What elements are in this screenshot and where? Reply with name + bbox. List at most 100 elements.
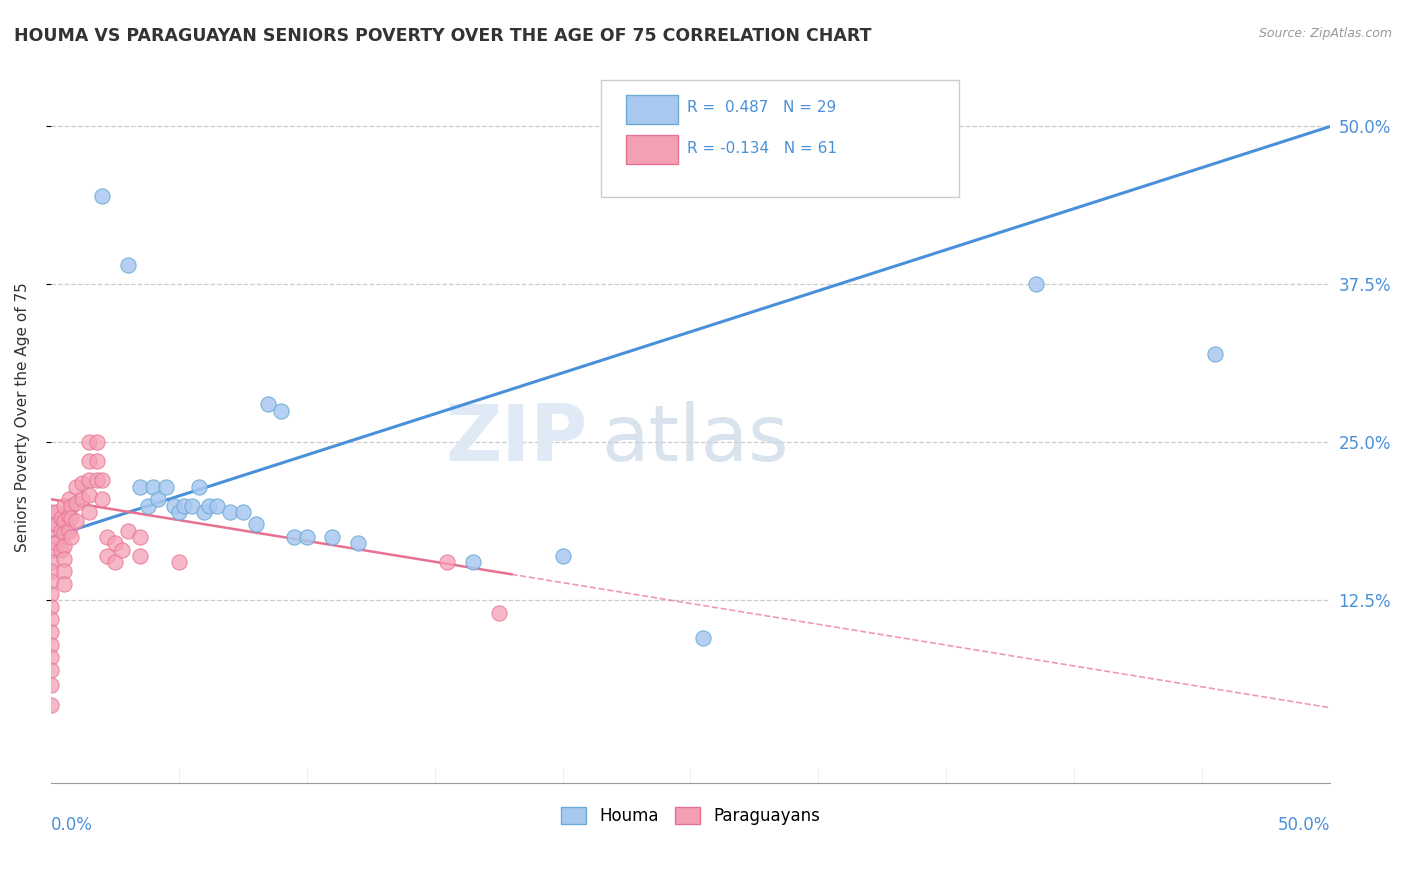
Point <box>49 524 72 538</box>
FancyBboxPatch shape <box>600 80 959 197</box>
Point <box>60 530 83 544</box>
Point <box>52 577 75 591</box>
Point <box>77 473 100 487</box>
Point <box>295 530 318 544</box>
Point <box>77 454 100 468</box>
Point <box>117 259 139 273</box>
Point <box>52 551 75 566</box>
Point <box>129 530 152 544</box>
Point <box>283 530 305 544</box>
Point <box>96 530 118 544</box>
Point <box>155 479 177 493</box>
Point <box>142 479 165 493</box>
Text: HOUMA VS PARAGUAYAN SENIORS POVERTY OVER THE AGE OF 75 CORRELATION CHART: HOUMA VS PARAGUAYAN SENIORS POVERTY OVER… <box>14 27 872 45</box>
Text: atlas: atlas <box>600 401 789 477</box>
Point <box>232 505 254 519</box>
Point <box>39 698 62 713</box>
Point <box>551 549 574 563</box>
Point <box>270 404 292 418</box>
Point <box>65 514 87 528</box>
Point <box>167 555 190 569</box>
Point <box>193 505 215 519</box>
Point <box>39 599 62 614</box>
Point <box>1204 347 1226 361</box>
Point <box>45 505 67 519</box>
Point <box>39 650 62 665</box>
Point <box>39 678 62 692</box>
Text: R = -0.134   N = 61: R = -0.134 N = 61 <box>686 141 837 155</box>
Point <box>77 435 100 450</box>
Point <box>96 549 118 563</box>
Text: ZIP: ZIP <box>446 401 588 477</box>
Point <box>52 539 75 553</box>
Point <box>39 555 62 569</box>
Point <box>58 492 80 507</box>
Point <box>205 499 228 513</box>
Text: 0.0%: 0.0% <box>51 816 93 835</box>
Point <box>461 555 484 569</box>
Point <box>162 499 184 513</box>
Point <box>58 508 80 523</box>
FancyBboxPatch shape <box>627 95 678 124</box>
Point <box>49 542 72 557</box>
Point <box>39 624 62 639</box>
Point <box>219 505 242 519</box>
Point <box>70 492 93 507</box>
Point <box>129 479 152 493</box>
Point <box>45 536 67 550</box>
Point <box>321 530 343 544</box>
Point <box>347 536 370 550</box>
Point <box>39 663 62 677</box>
Point <box>257 397 280 411</box>
Point <box>86 473 108 487</box>
Point <box>173 499 195 513</box>
Point <box>39 542 62 557</box>
Y-axis label: Seniors Poverty Over the Age of 75: Seniors Poverty Over the Age of 75 <box>15 282 30 552</box>
Point <box>52 564 75 578</box>
Legend: Houma, Paraguayans: Houma, Paraguayans <box>555 802 825 830</box>
Point <box>111 542 134 557</box>
Point <box>39 517 62 532</box>
Point <box>488 606 510 620</box>
Point <box>60 499 83 513</box>
Point <box>49 511 72 525</box>
Point <box>39 587 62 601</box>
Point <box>136 499 159 513</box>
Point <box>65 479 87 493</box>
Point <box>129 549 152 563</box>
Point <box>39 564 62 578</box>
Point <box>117 524 139 538</box>
Point <box>91 189 114 203</box>
Point <box>77 488 100 502</box>
Point <box>70 475 93 490</box>
Point <box>86 435 108 450</box>
Text: R =  0.487   N = 29: R = 0.487 N = 29 <box>686 100 835 115</box>
Point <box>91 473 114 487</box>
Point <box>39 530 62 544</box>
Point <box>39 612 62 626</box>
Point <box>39 638 62 652</box>
Point <box>245 517 267 532</box>
Point <box>104 536 127 550</box>
Point <box>58 524 80 538</box>
Point <box>39 574 62 589</box>
Point <box>86 454 108 468</box>
Point <box>436 555 458 569</box>
Point <box>104 555 127 569</box>
Point <box>188 479 211 493</box>
Point <box>167 505 190 519</box>
Point <box>39 505 62 519</box>
Point <box>692 631 714 645</box>
Text: 50.0%: 50.0% <box>1278 816 1330 835</box>
Point <box>198 499 221 513</box>
Point <box>60 511 83 525</box>
Point <box>65 496 87 510</box>
Point <box>52 514 75 528</box>
Point <box>180 499 202 513</box>
Point <box>52 526 75 541</box>
Point <box>148 492 170 507</box>
FancyBboxPatch shape <box>627 135 678 164</box>
Point <box>77 505 100 519</box>
Text: Source: ZipAtlas.com: Source: ZipAtlas.com <box>1258 27 1392 40</box>
Point <box>52 499 75 513</box>
